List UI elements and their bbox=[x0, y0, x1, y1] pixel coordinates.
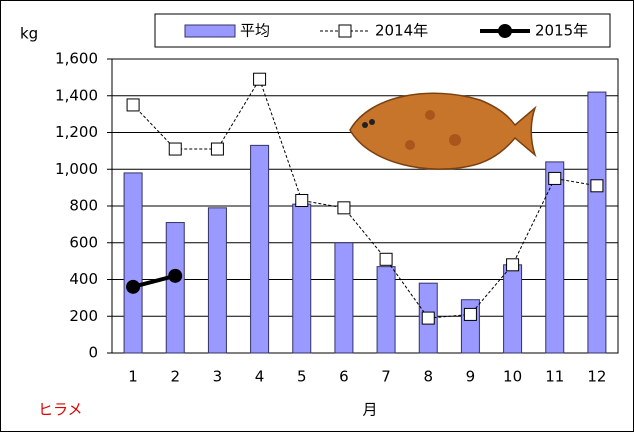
y-tick-label: 400 bbox=[69, 270, 98, 288]
y-tick-label: 200 bbox=[69, 307, 98, 325]
x-tick-label: 11 bbox=[545, 368, 564, 386]
y-tick-label: 1,600 bbox=[55, 50, 98, 68]
bar bbox=[292, 203, 312, 354]
line-series bbox=[132, 273, 176, 289]
y-tick-label: 0 bbox=[88, 344, 98, 362]
marker bbox=[126, 98, 140, 112]
legend-label: 2015年 bbox=[535, 22, 588, 40]
bar bbox=[207, 207, 227, 354]
x-axis-label: 月 bbox=[362, 401, 377, 419]
y-tick-label: 1,400 bbox=[55, 86, 98, 104]
x-tick-label: 8 bbox=[423, 368, 433, 386]
legend-label: 2014年 bbox=[375, 22, 428, 40]
marker bbox=[126, 279, 141, 294]
x-tick-label: 12 bbox=[587, 368, 606, 386]
x-tick-label: 9 bbox=[466, 368, 476, 386]
fish-illustration bbox=[349, 92, 537, 170]
marker bbox=[506, 258, 520, 272]
x-tick-label: 10 bbox=[503, 368, 522, 386]
marker bbox=[295, 193, 309, 207]
x-tick-label: 2 bbox=[170, 368, 180, 386]
bar bbox=[334, 242, 354, 354]
y-tick-label: 600 bbox=[69, 233, 98, 251]
y-tick-label: 1,200 bbox=[55, 123, 98, 141]
x-tick-label: 6 bbox=[339, 368, 349, 386]
legend-marker bbox=[498, 24, 512, 38]
marker bbox=[548, 171, 562, 185]
bar bbox=[545, 161, 565, 354]
marker bbox=[379, 252, 393, 266]
y-tick-label: 800 bbox=[69, 197, 98, 215]
marker bbox=[253, 72, 267, 86]
annotation: ヒラメ bbox=[38, 401, 83, 419]
bar bbox=[165, 222, 185, 354]
line-series bbox=[132, 78, 598, 319]
x-tick-label: 4 bbox=[255, 368, 265, 386]
legend-label: 平均 bbox=[240, 22, 270, 40]
x-tick-label: 3 bbox=[213, 368, 223, 386]
marker bbox=[421, 311, 435, 325]
x-tick-label: 1 bbox=[128, 368, 138, 386]
legend-marker bbox=[338, 24, 352, 38]
x-tick-label: 5 bbox=[297, 368, 307, 386]
legend-swatch bbox=[184, 24, 236, 38]
marker bbox=[168, 268, 183, 283]
marker bbox=[168, 142, 182, 156]
bar bbox=[587, 91, 607, 354]
bar bbox=[503, 264, 523, 354]
marker bbox=[590, 179, 604, 193]
marker bbox=[210, 142, 224, 156]
y-tick-label: 1,000 bbox=[55, 160, 98, 178]
bar bbox=[250, 144, 270, 354]
x-tick-label: 7 bbox=[381, 368, 391, 386]
bar bbox=[123, 172, 143, 354]
y-unit-label: kg bbox=[20, 25, 38, 43]
marker bbox=[337, 201, 351, 215]
marker bbox=[463, 307, 477, 321]
bar bbox=[376, 266, 396, 354]
